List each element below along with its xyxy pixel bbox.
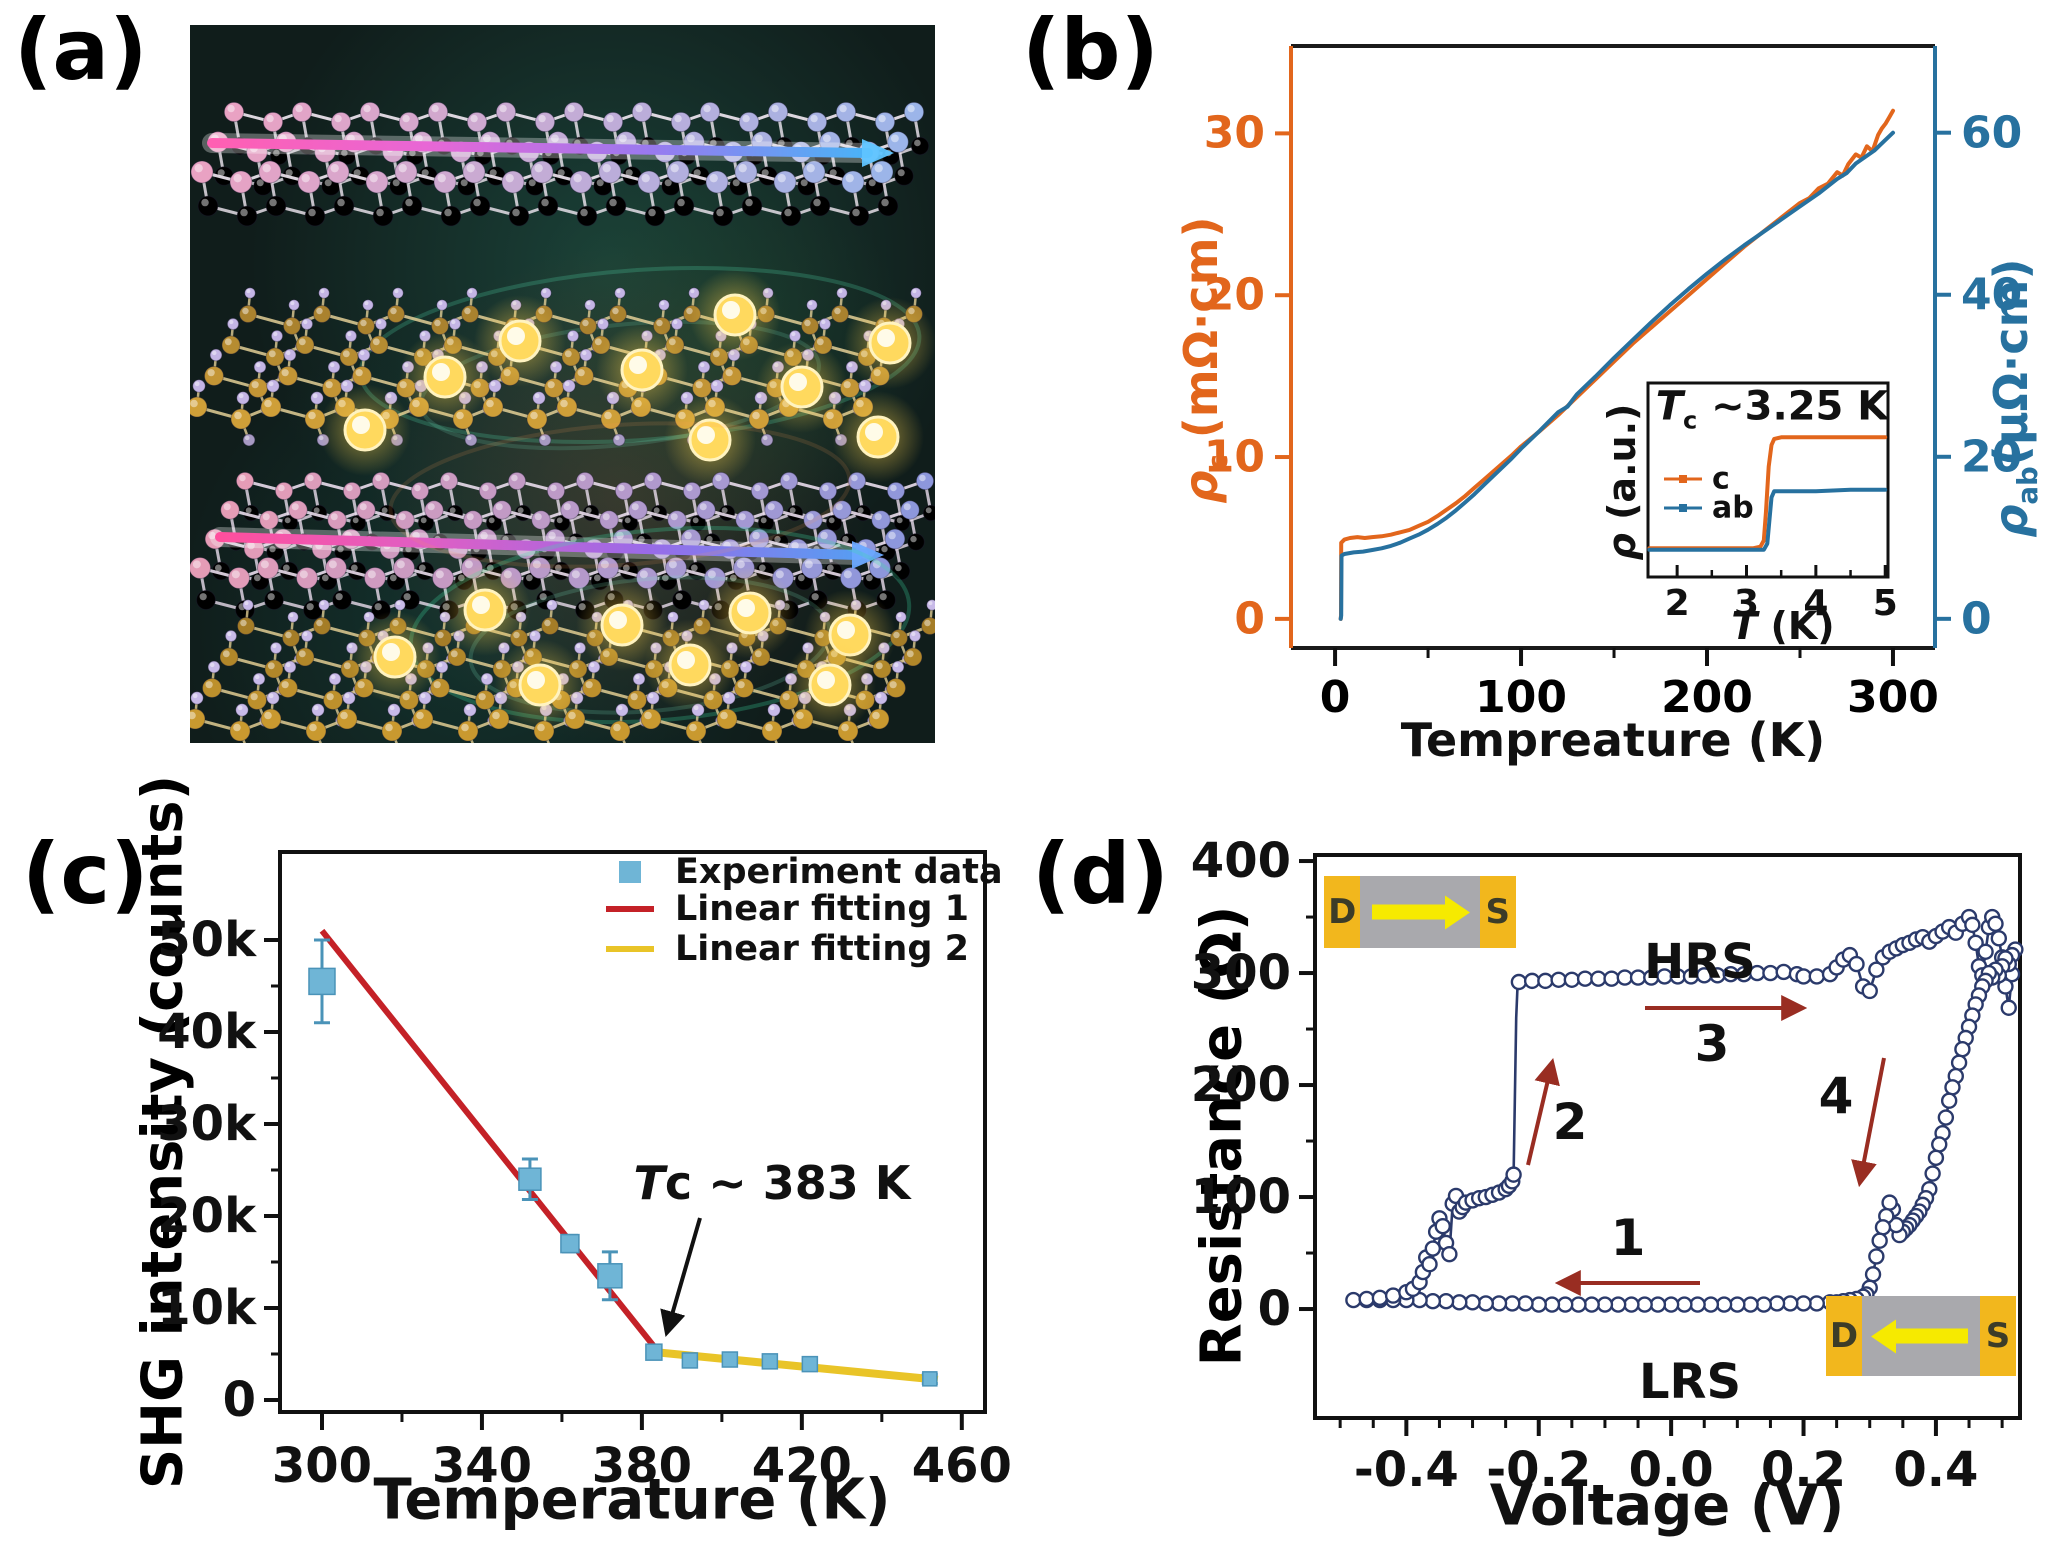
c-data-point: [801, 1355, 819, 1373]
b-x-tick-label: 200: [1661, 672, 1753, 723]
panel-b-chart: [1275, 44, 1951, 666]
panel-d-chart: [1299, 853, 2024, 1436]
c-y-tick-label: 40k: [157, 1003, 256, 1060]
panel-a-label: (a): [14, 1, 148, 99]
panel-c-chart: [264, 850, 987, 1430]
d-x-tick-label: 0.2: [1761, 1442, 1847, 1498]
d-step-1-label: 1: [1610, 1209, 1646, 1267]
c-y-tick-label: 30k: [157, 1096, 256, 1152]
c-data-point: [560, 1233, 580, 1254]
source-label: S: [1985, 1316, 2011, 1356]
c-legend-square-icon: [619, 861, 641, 883]
b-y-right-tick-label: 0: [1961, 593, 1992, 645]
b-inset-x-tick-label: 5: [1872, 583, 1898, 624]
c-x-tick-label: 460: [911, 1438, 1012, 1494]
d-step-4-arrow: [1851, 1057, 1886, 1188]
drain-pad: D: [1324, 876, 1361, 948]
b-x-axis-title: Tempreature (K): [1400, 713, 1826, 767]
c-x-tick-label: 340: [431, 1438, 533, 1494]
b-x-tick-label: 100: [1475, 672, 1567, 723]
d-y-tick-label: 0: [1257, 1281, 1291, 1338]
c-x-tick-label: 300: [271, 1438, 373, 1494]
d-y-tick-label: 100: [1190, 1169, 1291, 1226]
c-y-tick-label: 10k: [157, 1280, 256, 1336]
d-x-tick-label: 0.4: [1893, 1442, 1979, 1498]
b-inset-x-tick-label: 2: [1664, 583, 1690, 624]
c-data-point: [681, 1352, 699, 1369]
panel-b-label: (b): [1022, 1, 1159, 99]
d-lrs-label: LRS: [1638, 1354, 1742, 1410]
c-legend-label-fit1: Linear fitting 1: [675, 889, 969, 929]
d-x-tick-label: 0.0: [1628, 1442, 1714, 1498]
c-data-point: [518, 1167, 542, 1191]
c-y-tick-label: 0: [222, 1372, 256, 1428]
c-data-point: [645, 1343, 663, 1361]
d-x-axis-title: Voltage (V): [1489, 1473, 1845, 1539]
b-x-tick-label: 0: [1319, 672, 1351, 723]
c-data-point: [597, 1263, 623, 1289]
source-pad: S: [1979, 1296, 2016, 1376]
b-y-left-tick-label: 30: [1203, 107, 1265, 159]
device-channel: [1360, 876, 1480, 948]
c-x-tick-label: 420: [751, 1438, 852, 1494]
c-x-axis-title: Temperature (K): [373, 1467, 891, 1533]
b-curve-rho-ab: [1338, 130, 1895, 621]
b-curve-rho-c: [1338, 108, 1895, 621]
c-tc-arrow: [660, 1217, 702, 1337]
panel-a-scene: [190, 25, 935, 743]
source-pad: S: [1479, 876, 1516, 948]
d-x-tick-label: -0.2: [1486, 1442, 1592, 1498]
b-y-left-tick-label: 0: [1234, 593, 1265, 645]
d-step-3-label: 3: [1694, 1015, 1730, 1073]
d-x-tick-label: -0.4: [1353, 1442, 1459, 1498]
device-schematic-hrs: D S: [1324, 876, 1516, 948]
c-legend-label-fit2: Linear fitting 2: [675, 929, 969, 969]
drain-pad: D: [1826, 1296, 1863, 1376]
d-step-4-label: 4: [1818, 1067, 1854, 1125]
d-step-2-arrow: [1526, 1057, 1560, 1166]
b-inset-x-tick-label: 4: [1803, 583, 1829, 624]
c-data-point: [721, 1351, 739, 1368]
current-arrow-right-icon: [1372, 895, 1470, 930]
b-inset-title: Tc ~3.25 K: [1655, 383, 1889, 435]
d-y-tick-label: 300: [1190, 945, 1291, 1002]
b-y-right-tick-label: 20: [1961, 431, 2023, 483]
current-arrow-left-icon: [1871, 1319, 1969, 1354]
source-label: S: [1485, 892, 1511, 932]
b-inset-y-axis-title: ρ (a.u.): [1600, 403, 1644, 561]
b-inset-x-tick-label: 3: [1733, 583, 1760, 624]
b-inset-curve-ab: [1647, 487, 1888, 552]
c-data-point: [761, 1353, 779, 1370]
c-data-point: [308, 967, 336, 996]
c-y-tick-label: 50k: [157, 911, 256, 968]
d-hrs-label: HRS: [1644, 934, 1756, 990]
b-y-left-tick-label: 10: [1203, 431, 1265, 483]
d-step-2-label: 2: [1552, 1093, 1588, 1151]
b-y-right-tick-label: 40: [1961, 269, 2023, 321]
drain-label: D: [1829, 1316, 1859, 1356]
c-y-tick-label: 20k: [157, 1188, 256, 1244]
b-inset-legend-label-c: c: [1712, 461, 1730, 497]
panel-c-label: (c): [22, 825, 149, 923]
c-data-point: [922, 1371, 938, 1387]
b-inset-legend-label-ab: ab: [1712, 490, 1754, 526]
panel-d-label: (d): [1032, 825, 1169, 923]
d-y-tick-label: 200: [1190, 1057, 1291, 1114]
c-tc-annotation: Tc ~ 383 K: [633, 1156, 911, 1210]
b-inset-x-axis-title: T (K): [1731, 604, 1835, 648]
b-y-left-tick-label: 20: [1203, 269, 1265, 321]
b-x-tick-label: 300: [1847, 672, 1939, 723]
drain-label: D: [1328, 892, 1357, 932]
c-legend-label-experiment: Experiment data: [675, 852, 1003, 892]
device-schematic-lrs: D S: [1826, 1296, 2016, 1376]
c-x-tick-label: 380: [591, 1438, 692, 1494]
device-channel: [1862, 1296, 1980, 1376]
d-y-tick-label: 400: [1190, 833, 1291, 890]
b-y-right-tick-label: 60: [1961, 107, 2023, 159]
